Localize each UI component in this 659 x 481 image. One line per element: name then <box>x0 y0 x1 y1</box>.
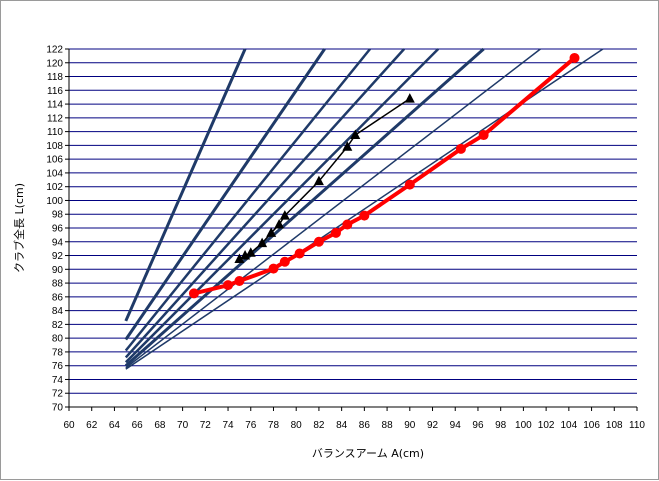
x-tick-label: 62 <box>86 420 98 431</box>
red-series-point <box>313 236 324 247</box>
y-tick-label: 94 <box>52 237 64 248</box>
axes <box>65 48 638 411</box>
y-tick-label: 74 <box>52 375 64 386</box>
x-tick-labels: 60 62 64 66 68 70 72 74 76 78 80 82 84 86 88 90 92 94 96 98… <box>63 420 645 431</box>
x-tick-label: 84 <box>336 420 348 431</box>
x-tick-label: 86 <box>359 420 371 431</box>
black-series-point <box>313 175 324 186</box>
y-tick-label: 90 <box>52 265 64 276</box>
black-series-point <box>245 247 256 257</box>
red-series-point <box>478 130 489 141</box>
y-tick-label: 84 <box>52 306 64 317</box>
x-tick-label: 98 <box>495 420 507 431</box>
y-tick-label: 120 <box>46 58 63 69</box>
x-tick-label: 106 <box>583 420 600 431</box>
black-series-point <box>350 129 361 140</box>
black-series-point <box>274 219 285 229</box>
x-tick-label: 104 <box>560 420 577 431</box>
x-tick-label: 108 <box>606 420 623 431</box>
red-series-line <box>193 56 576 296</box>
data-series <box>188 52 580 299</box>
y-tick-label: 82 <box>52 320 64 331</box>
y-tick-label: 100 <box>46 196 63 207</box>
y-tick-label: 78 <box>52 347 64 358</box>
y-tick-label: 112 <box>47 113 63 124</box>
y-tick-label: 92 <box>52 251 64 262</box>
black-series-point <box>257 237 268 248</box>
y-tick-label: 96 <box>52 224 64 235</box>
x-tick-label: 60 <box>63 420 75 431</box>
x-tick-label: 96 <box>472 420 484 431</box>
y-tick-labels: 70 72 74 76 78 80 82 84 86 88 90 92 94 96 98 100 102 104 1… <box>46 45 63 414</box>
guide-line-3 <box>124 48 372 352</box>
y-tick-label: 72 <box>52 389 64 400</box>
x-tick-label: 70 <box>177 420 189 431</box>
red-series-point <box>279 256 290 267</box>
y-tick-label: 76 <box>52 361 64 372</box>
x-tick-label: 92 <box>427 420 439 431</box>
y-tick-label: 104 <box>46 168 63 179</box>
red-series-point <box>359 210 370 221</box>
guide-line-7 <box>125 48 541 369</box>
y-tick-label: 86 <box>52 292 64 303</box>
y-tick-label: 102 <box>46 182 63 193</box>
y-axis-label: クラブ全長 L(cm) <box>12 183 26 273</box>
guide-line-5 <box>124 48 440 364</box>
x-tick-label: 74 <box>222 420 234 431</box>
x-tick-label: 78 <box>268 420 280 431</box>
x-tick-label: 80 <box>291 420 303 431</box>
x-tick-label: 90 <box>404 420 416 431</box>
y-tick-label: 108 <box>46 141 63 152</box>
red-series-point <box>404 179 415 190</box>
red-series-point <box>268 263 279 274</box>
guide-line-4 <box>124 48 406 359</box>
red-series-point <box>455 143 466 154</box>
guide-line-2 <box>124 48 326 341</box>
guide-line-1 <box>124 48 247 322</box>
y-tick-label: 70 <box>52 403 64 414</box>
x-tick-label: 88 <box>382 420 394 431</box>
y-tick-label: 106 <box>46 155 63 166</box>
x-tick-label: 68 <box>154 420 166 431</box>
x-axis-label: バランスアーム A(cm) <box>312 447 424 460</box>
black-series-point <box>279 210 290 220</box>
red-series-point <box>188 288 199 299</box>
y-tick-label: 88 <box>52 279 64 290</box>
guide-lines <box>124 47 604 370</box>
red-series-point <box>223 280 234 291</box>
x-tick-label: 72 <box>200 420 212 431</box>
black-series-point <box>266 227 277 237</box>
y-tick-label: 98 <box>52 210 64 221</box>
x-tick-label: 76 <box>245 420 257 431</box>
y-tick-label: 116 <box>47 86 63 97</box>
y-tick-label: 80 <box>52 334 64 345</box>
x-tick-label: 110 <box>629 420 645 431</box>
y-tick-label: 110 <box>47 127 63 138</box>
red-series-point <box>330 227 341 238</box>
x-tick-label: 64 <box>109 420 121 431</box>
red-series-point <box>234 276 245 287</box>
y-tick-label: 118 <box>47 72 63 83</box>
black-series-point <box>240 250 251 260</box>
black-series-point <box>342 141 353 151</box>
x-tick-label: 102 <box>538 420 555 431</box>
black-series-point <box>234 253 245 263</box>
y-tick-label: 122 <box>46 45 63 56</box>
red-series-point <box>342 219 353 230</box>
black-series-point <box>404 93 415 103</box>
x-tick-label: 100 <box>515 420 532 431</box>
x-tick-label: 66 <box>132 420 144 431</box>
red-series-point <box>294 248 305 259</box>
red-series-point <box>569 52 580 63</box>
x-tick-label: 82 <box>313 420 325 431</box>
x-tick-label: 94 <box>450 420 462 431</box>
y-tick-label: 114 <box>47 100 63 111</box>
guide-line-6 <box>124 47 485 367</box>
